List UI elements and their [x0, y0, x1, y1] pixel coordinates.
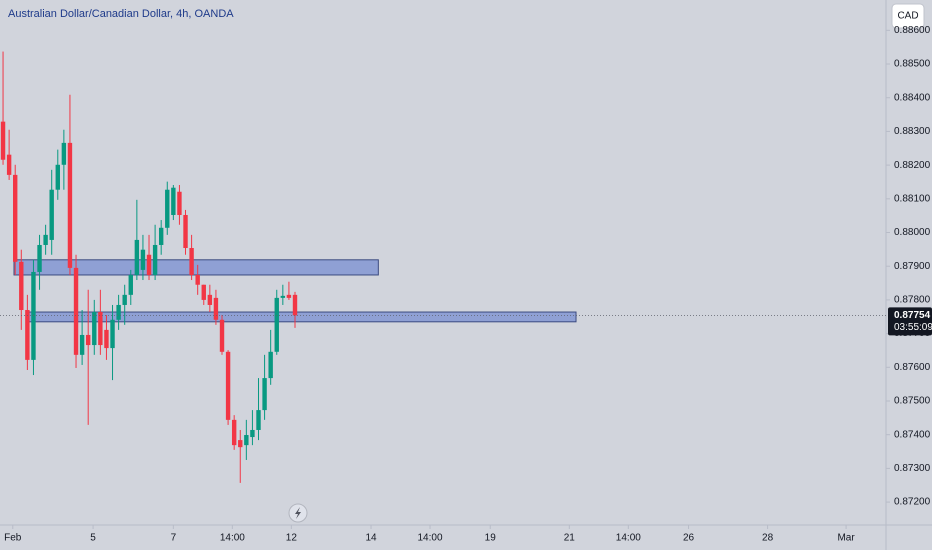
currency-button[interactable] [891, 3, 925, 29]
candle-body [165, 189, 170, 228]
last-price-box [888, 307, 932, 336]
y-tick-label: 0.87800 [894, 295, 931, 306]
candle-body [0, 121, 6, 160]
y-tick-label: 0.88100 [894, 193, 931, 204]
candle-body [122, 294, 127, 305]
x-tick-label: 28 [762, 533, 774, 544]
candle-body [231, 419, 237, 446]
candle-body [43, 234, 48, 245]
candle-body [49, 189, 54, 240]
y-tick-label: 0.87400 [894, 429, 931, 440]
candle-body [195, 274, 200, 285]
x-tick-label: 21 [564, 533, 576, 544]
y-tick-label: 0.88000 [894, 227, 931, 238]
candle-body [189, 248, 194, 275]
candle-body [19, 261, 24, 311]
currency-label[interactable]: CAD [897, 11, 918, 22]
y-tick-label: 0.88500 [894, 59, 931, 70]
y-tick-label: 0.87500 [894, 396, 931, 407]
candle-body [140, 249, 146, 270]
x-tick-label: 26 [683, 533, 695, 544]
chart-title: Australian Dollar/Canadian Dollar, 4h, O… [8, 8, 234, 20]
candle-body [256, 410, 261, 430]
candle-body [146, 254, 152, 275]
candle-body [171, 187, 176, 215]
candle-body [128, 274, 133, 295]
candle-body [67, 142, 73, 268]
x-tick-label: 7 [171, 533, 177, 544]
candle-body [158, 227, 164, 245]
x-tick-label: 14:00 [418, 533, 443, 544]
y-tick-label: 0.87200 [894, 497, 931, 508]
candle-body [31, 271, 36, 360]
candle-body [177, 191, 182, 215]
candle-body [134, 239, 140, 275]
y-tick-label: 0.88300 [894, 126, 931, 137]
candle-body [110, 319, 115, 349]
candle-body [152, 244, 158, 275]
candle-body [25, 310, 30, 360]
x-tick-label: Mar [837, 533, 855, 544]
zone [27, 311, 577, 323]
candle-body [116, 304, 121, 320]
candle-body [55, 164, 60, 190]
y-tick-label: 0.88200 [894, 160, 931, 171]
y-tick-label: 0.87300 [894, 463, 931, 474]
candle-body [244, 435, 249, 446]
candle-body [274, 297, 279, 352]
x-tick-label: 19 [485, 533, 497, 544]
candle-body [37, 244, 42, 272]
plot: 0.88600 0.88500 0.88400 0.88300 0.88200 0.881… [0, 25, 932, 544]
candle-body [238, 440, 243, 448]
x-tick-label: 14:00 [616, 533, 641, 544]
x-tick-label: 14:00 [220, 533, 245, 544]
candle-body [13, 174, 18, 262]
candle-body [219, 319, 225, 352]
candle-body [280, 295, 286, 298]
candle-body [85, 334, 91, 346]
y-tick-label: 0.88600 [894, 25, 931, 36]
candle-body [79, 334, 85, 355]
candle-body [104, 329, 109, 349]
candle-body [292, 294, 298, 316]
x-tick-label: 12 [286, 533, 298, 544]
candle-body [183, 214, 188, 249]
candle-body [268, 351, 273, 379]
candle-body [73, 267, 79, 355]
candle-body [250, 429, 255, 438]
candle-body [201, 284, 206, 300]
candle-body [207, 294, 213, 305]
candle-body [92, 312, 97, 346]
x-tick-label: Feb [4, 533, 22, 544]
lightning-glyph [295, 507, 301, 519]
last-price-label: 0.87754 [894, 310, 931, 321]
candle-body [98, 312, 103, 346]
x-tick-label: 5 [90, 533, 96, 544]
countdown-label: 03:55:09 [894, 322, 932, 333]
candle-body [6, 154, 12, 175]
y-tick-label: 0.87900 [894, 261, 931, 272]
candle-body [225, 351, 231, 420]
candle-body [61, 142, 67, 165]
y-tick-label: 0.87600 [894, 362, 931, 373]
candle-body [213, 297, 219, 320]
x-tick-label: 14 [365, 533, 377, 544]
candle-body [262, 378, 267, 411]
y-tick-label: 0.88400 [894, 92, 931, 103]
candle-body [286, 294, 292, 298]
